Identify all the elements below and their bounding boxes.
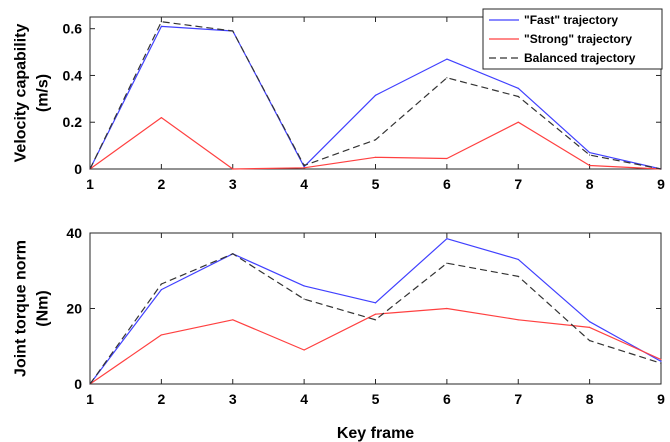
legend-entry: Balanced trajectory bbox=[524, 51, 636, 65]
data-point bbox=[589, 339, 591, 342]
y-tick-label: 0.6 bbox=[63, 21, 83, 37]
data-point bbox=[303, 164, 305, 167]
x-tick-label: 2 bbox=[157, 391, 165, 407]
series-line-3 bbox=[89, 253, 662, 385]
data-point bbox=[374, 313, 377, 315]
data-point bbox=[446, 77, 448, 79]
x-tick-label: 1 bbox=[86, 176, 94, 192]
x-axis-label: Key frame bbox=[337, 425, 414, 442]
y-tick-label: 0 bbox=[74, 161, 82, 177]
y-tick-label: 40 bbox=[66, 225, 82, 241]
data-point bbox=[374, 139, 377, 141]
x-tick-label: 8 bbox=[586, 391, 594, 407]
x-tick-label: 2 bbox=[157, 176, 165, 192]
x-tick-label: 7 bbox=[514, 176, 522, 192]
data-point bbox=[660, 168, 662, 170]
data-point bbox=[446, 157, 448, 160]
data-point bbox=[303, 298, 305, 300]
legend-entry: "Fast" trajectory bbox=[524, 13, 618, 27]
data-point bbox=[374, 319, 377, 321]
data-point bbox=[303, 285, 305, 287]
data-point bbox=[89, 383, 91, 385]
data-point bbox=[660, 360, 662, 362]
data-point bbox=[160, 334, 162, 336]
data-point bbox=[303, 166, 305, 168]
x-tick-label: 7 bbox=[514, 391, 522, 407]
data-point bbox=[589, 321, 591, 323]
data-point bbox=[160, 289, 162, 291]
data-point bbox=[374, 302, 377, 304]
x-tick-label: 5 bbox=[372, 391, 380, 407]
x-tick-label: 3 bbox=[229, 176, 237, 192]
data-point bbox=[232, 30, 234, 32]
data-point bbox=[160, 25, 162, 27]
y-axis-label: (Nm) bbox=[35, 290, 52, 326]
x-tick-label: 6 bbox=[443, 391, 451, 407]
legend-entry: "Strong" trajectory bbox=[524, 32, 632, 46]
data-point bbox=[232, 168, 234, 170]
x-tick-label: 3 bbox=[229, 391, 237, 407]
data-point bbox=[232, 319, 234, 321]
x-tick-label: 8 bbox=[586, 176, 594, 192]
x-tick-label: 4 bbox=[300, 176, 308, 192]
y-tick-label: 0.4 bbox=[63, 67, 83, 83]
chart-panel-2: 1 2 3 4 5 6 7 8 9 0 20 40 Joint torque norm (Nm) Key f… bbox=[13, 225, 666, 442]
data-point bbox=[89, 168, 91, 170]
y-axis-label: Velocity capability bbox=[13, 24, 30, 163]
x-tick-label: 9 bbox=[657, 176, 665, 192]
data-point bbox=[517, 275, 519, 278]
data-point bbox=[660, 362, 662, 364]
y-tick-label: 0 bbox=[74, 376, 82, 392]
data-point bbox=[160, 283, 162, 285]
data-point bbox=[232, 253, 234, 255]
data-point bbox=[446, 238, 448, 240]
data-point bbox=[589, 154, 591, 156]
data-point bbox=[589, 326, 591, 328]
y-tick-label: 20 bbox=[66, 301, 82, 317]
data-point bbox=[160, 116, 162, 119]
data-point bbox=[517, 319, 519, 321]
x-tick-label: 6 bbox=[443, 176, 451, 192]
data-point bbox=[303, 349, 305, 351]
y-axis-label: (m/s) bbox=[35, 74, 52, 112]
chart-panel-1: 1 2 3 4 5 6 7 8 9 0 0.2 0.4 0.6 Velocity capability (m… bbox=[13, 8, 665, 192]
x-tick-label: 5 bbox=[372, 176, 380, 192]
data-point bbox=[517, 87, 519, 89]
data-point bbox=[517, 258, 519, 261]
data-point bbox=[446, 58, 448, 60]
x-tick-label: 9 bbox=[657, 391, 665, 407]
x-tick-label: 4 bbox=[300, 391, 308, 407]
y-axis-label: Joint torque norm bbox=[13, 240, 30, 377]
data-point bbox=[517, 95, 519, 98]
data-point bbox=[446, 262, 448, 264]
data-point bbox=[589, 164, 591, 167]
data-point bbox=[374, 94, 377, 96]
data-point bbox=[303, 167, 305, 169]
data-point bbox=[517, 121, 519, 123]
data-point bbox=[446, 307, 448, 310]
x-tick-label: 1 bbox=[86, 391, 94, 407]
legend: "Fast" trajectory "Strong" trajectory Bala… bbox=[482, 8, 663, 70]
data-point bbox=[660, 358, 662, 361]
data-point bbox=[160, 21, 162, 23]
plot-area bbox=[89, 232, 662, 385]
data-point bbox=[589, 152, 591, 154]
y-tick-label: 0.2 bbox=[63, 114, 83, 130]
data-point bbox=[374, 156, 377, 158]
